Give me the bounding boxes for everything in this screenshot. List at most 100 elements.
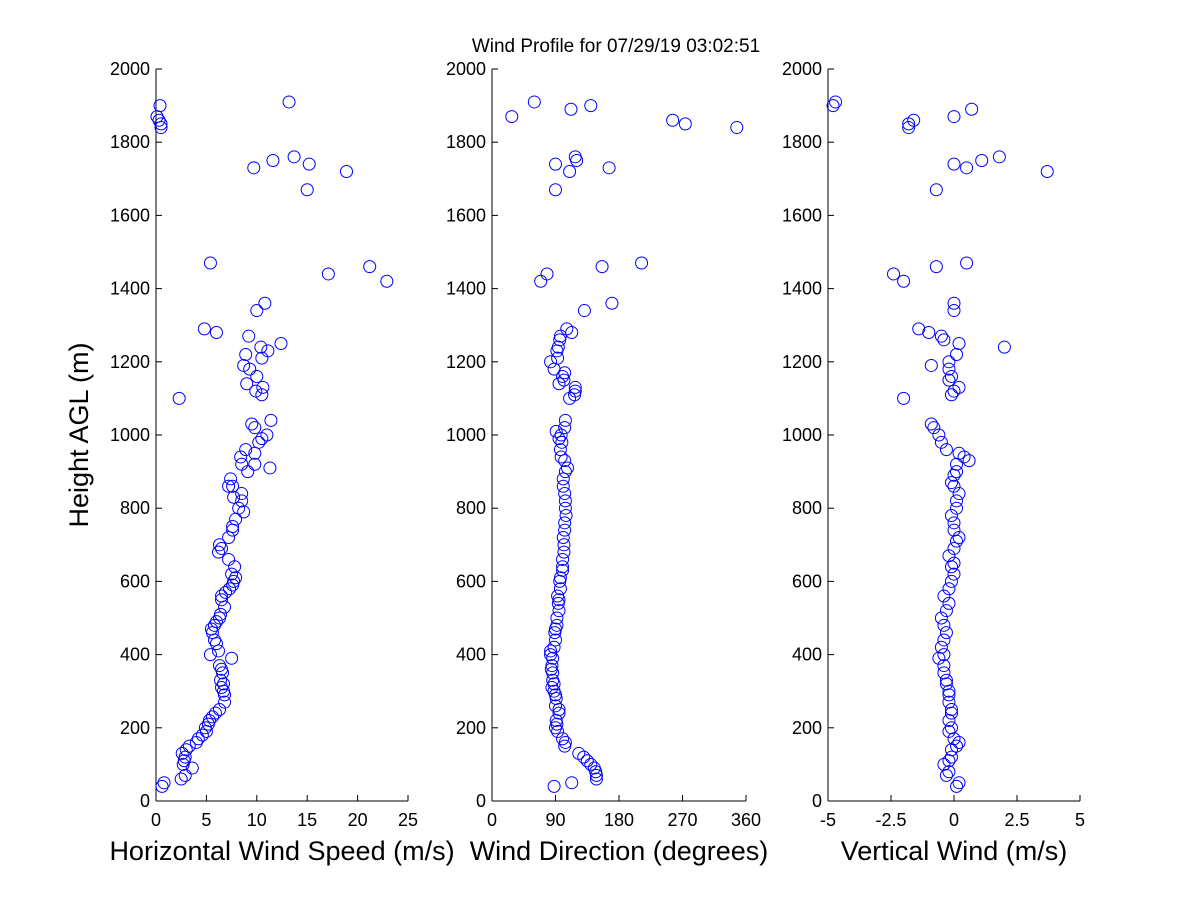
data-point-marker: [302, 157, 316, 171]
data-point-marker: [937, 618, 951, 632]
data-point-marker: [587, 761, 601, 775]
data-point-marker: [227, 490, 241, 504]
data-point-marker: [205, 710, 219, 724]
data-point-marker: [556, 552, 570, 566]
x-tick-label: 0: [151, 810, 161, 830]
data-point-marker: [547, 684, 561, 698]
data-point-marker: [214, 607, 228, 621]
data-point-marker: [934, 640, 948, 654]
data-point-marker: [153, 99, 167, 113]
data-point-marker: [947, 157, 961, 171]
data-point-marker: [929, 183, 943, 197]
data-point-marker: [224, 472, 238, 486]
data-point-marker: [937, 666, 951, 680]
x-tick-label: 25: [398, 810, 418, 830]
data-point-marker: [558, 516, 572, 530]
data-point-marker: [556, 472, 570, 486]
data-point-marker: [545, 681, 559, 695]
data-point-marker: [952, 487, 966, 501]
data-point-marker: [282, 95, 296, 109]
data-point-marker: [952, 776, 966, 790]
data-point-marker: [944, 509, 958, 523]
data-point-marker: [547, 779, 561, 793]
x-tick-label: 5: [201, 810, 211, 830]
data-point-marker: [950, 347, 964, 361]
data-point-marker: [223, 582, 237, 596]
data-point-marker: [544, 644, 558, 658]
data-point-marker: [558, 523, 572, 537]
data-point-marker: [558, 413, 572, 427]
data-point-marker: [150, 110, 164, 124]
data-point-marker: [564, 102, 578, 116]
data-point-marker: [942, 582, 956, 596]
data-point-marker: [826, 99, 840, 113]
data-point-marker: [551, 589, 565, 603]
data-point-marker: [937, 633, 951, 647]
data-point-marker: [380, 274, 394, 288]
y-tick-label: 1400: [782, 279, 822, 299]
data-point-marker: [939, 604, 953, 618]
data-point-marker: [155, 779, 169, 793]
y-tick-label: 1800: [446, 132, 486, 152]
data-point-marker: [234, 450, 248, 464]
data-point-marker: [237, 358, 251, 372]
data-point-marker: [545, 659, 559, 673]
data-point-marker: [217, 677, 231, 691]
data-point-marker: [527, 95, 541, 109]
data-point-marker: [558, 501, 572, 515]
data-point-marker: [544, 355, 558, 369]
data-point-marker: [952, 337, 966, 350]
data-point-marker: [952, 380, 966, 394]
data-point-marker: [558, 465, 572, 479]
data-point-marker: [227, 574, 241, 588]
data-point-marker: [274, 337, 288, 350]
data-point-marker: [219, 585, 233, 599]
data-point-marker: [563, 391, 577, 405]
data-point-marker: [960, 161, 974, 175]
data-point-marker: [213, 659, 227, 673]
data-point-marker: [944, 574, 958, 588]
y-tick-label: 1000: [110, 425, 150, 445]
data-point-marker: [937, 333, 951, 347]
data-point-marker: [232, 501, 246, 515]
x-tick-label: -5: [820, 810, 836, 830]
data-point-marker: [558, 487, 572, 501]
y-tick-label: 1800: [110, 132, 150, 152]
data-point-marker: [556, 530, 570, 544]
data-point-marker: [559, 509, 573, 523]
data-point-marker: [589, 772, 603, 786]
data-point-marker: [922, 326, 936, 340]
data-point-marker: [549, 424, 563, 438]
data-point-marker: [240, 377, 254, 391]
x-tick-label: 20: [348, 810, 368, 830]
y-tick-label: 1200: [446, 352, 486, 372]
data-point-marker: [261, 344, 275, 358]
data-point-marker: [218, 695, 232, 709]
data-point-marker: [927, 421, 941, 435]
y-tick-label: 0: [812, 791, 822, 811]
x-tick-label: 360: [731, 810, 761, 830]
data-point-marker: [829, 95, 843, 109]
y-tick-label: 2000: [446, 59, 486, 79]
data-point-marker: [552, 604, 566, 618]
data-point-marker: [560, 322, 574, 336]
data-point-marker: [678, 117, 692, 131]
data-point-marker: [157, 776, 171, 790]
data-point-marker: [222, 552, 236, 566]
data-point-marker: [248, 421, 262, 435]
data-point-marker: [897, 391, 911, 405]
data-point-marker: [942, 596, 956, 610]
data-point-marker: [172, 391, 186, 405]
data-point-marker: [947, 541, 961, 555]
data-point-marker: [209, 326, 223, 340]
data-point-marker: [547, 362, 561, 376]
data-point-marker: [321, 267, 335, 281]
data-point-marker: [934, 611, 948, 625]
data-point-marker: [563, 164, 577, 178]
data-point-marker: [534, 274, 548, 288]
data-point-marker: [947, 556, 961, 570]
data-point-marker: [555, 435, 569, 449]
data-point-marker: [944, 560, 958, 574]
data-point-marker: [558, 735, 572, 749]
